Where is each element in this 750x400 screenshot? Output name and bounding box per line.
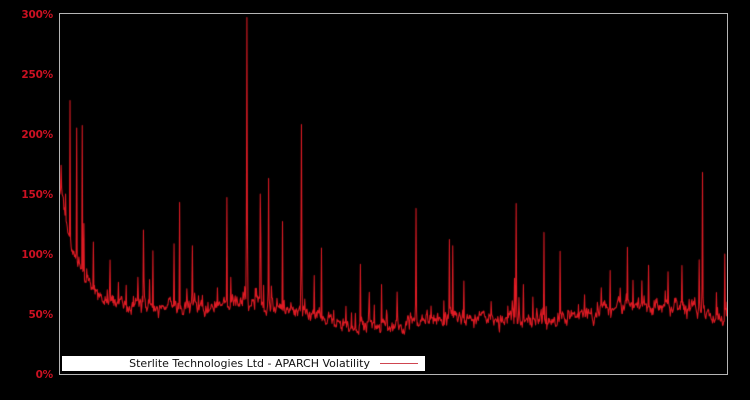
y-tick-label-100: 100% (21, 249, 53, 261)
plot-area (59, 13, 728, 375)
y-tick-label-150: 150% (21, 189, 53, 201)
volatility-series-line (60, 14, 727, 374)
y-axis: 300% 250% 200% 150% 100% 50% 0% (0, 0, 59, 400)
y-tick-label-50: 50% (28, 309, 53, 321)
y-tick-label-0: 0% (35, 369, 54, 381)
legend-label: Sterlite Technologies Ltd - APARCH Volat… (129, 357, 370, 370)
y-tick-label-200: 200% (21, 129, 53, 141)
legend-line-sample-icon (380, 363, 418, 364)
y-tick-label-300: 300% (21, 9, 53, 21)
chart-legend: Sterlite Technologies Ltd - APARCH Volat… (62, 356, 425, 371)
y-tick-label-250: 250% (21, 69, 53, 81)
